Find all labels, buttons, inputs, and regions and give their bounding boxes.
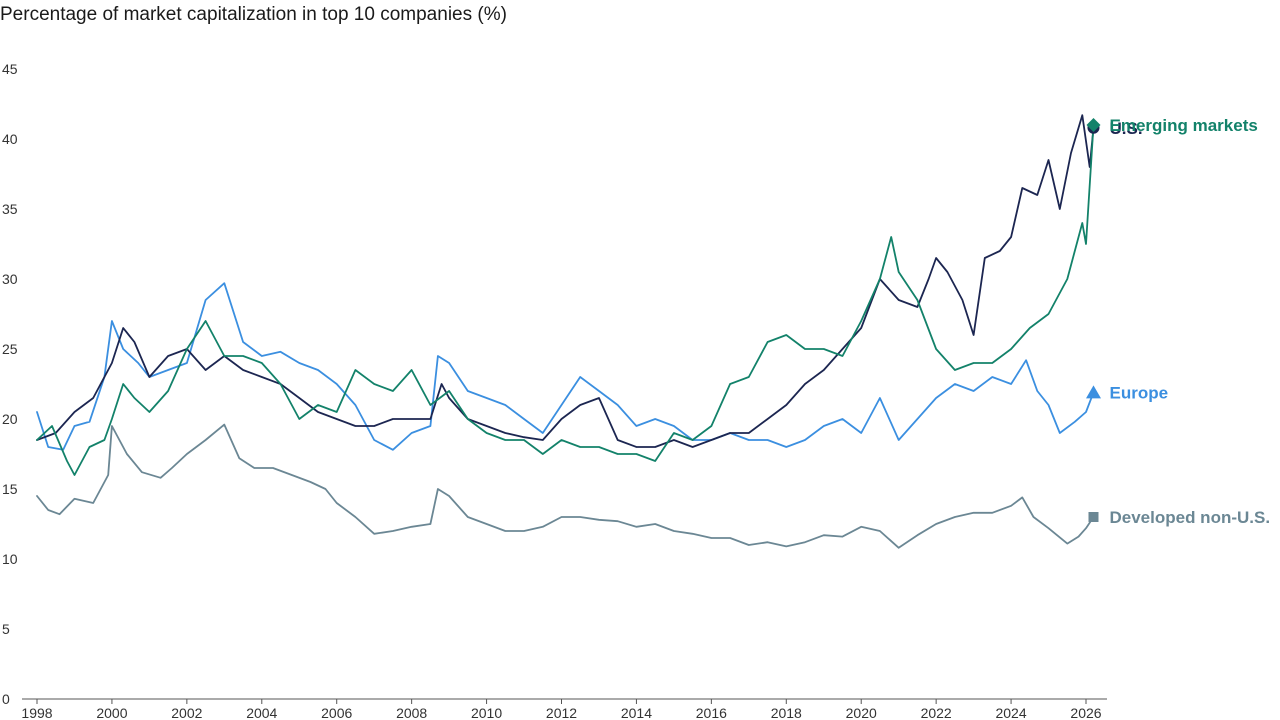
series-label-developed-non-u-s: Developed non-U.S. <box>1109 508 1270 527</box>
x-tick-label: 2008 <box>396 705 427 720</box>
x-tick-label: 2004 <box>246 705 277 720</box>
series-label-europe: Europe <box>1109 383 1168 402</box>
x-tick-label: 2010 <box>471 705 502 720</box>
series-marker-emerging-markets <box>1086 118 1101 132</box>
x-tick-label: 2016 <box>696 705 727 720</box>
x-tick-label: 2002 <box>171 705 202 720</box>
y-tick-label: 30 <box>2 271 18 287</box>
series-label-u-s: U.S. <box>1109 119 1142 138</box>
y-tick-label: 20 <box>2 411 18 427</box>
x-tick-label: 2026 <box>1070 705 1101 720</box>
y-tick-label: 15 <box>2 481 18 497</box>
x-tick-label: 2022 <box>921 705 952 720</box>
chart-title: Percentage of market capitalization in t… <box>0 4 507 25</box>
series-line-europe <box>36 282 1095 451</box>
x-tick-label: 2024 <box>995 705 1026 720</box>
y-tick-label: 35 <box>2 201 18 217</box>
series-markers <box>1085 118 1101 522</box>
y-tick-label: 25 <box>2 341 18 357</box>
series-label-emerging-markets: Emerging markets <box>1109 116 1257 135</box>
series-line-u-s <box>36 114 1095 448</box>
x-tick-label: 2006 <box>321 705 352 720</box>
series-line-emerging-markets <box>36 124 1095 476</box>
x-tick-label: 2000 <box>96 705 127 720</box>
x-tick-label: 1998 <box>21 705 52 720</box>
series-line-developed-non-u-s <box>36 423 1095 549</box>
series-marker-europe <box>1085 385 1101 399</box>
x-tick-label: 2018 <box>771 705 802 720</box>
x-tick-label: 2020 <box>846 705 877 720</box>
series-marker-developed-non-u-s <box>1088 512 1099 522</box>
y-tick-label: 40 <box>2 131 18 147</box>
y-tick-label: 45 <box>2 61 18 77</box>
y-axis-ticks: 0 5 10 15 20 25 30 35 40 45 <box>2 61 18 707</box>
series-lines <box>36 114 1095 549</box>
x-axis-ticks: 1998 2000 2002 2004 2006 2008 2010 2012 2014 2016… <box>21 699 1102 720</box>
series-labels: Developed non-U.S. Europe U.S.Emerging mar… <box>1109 116 1270 527</box>
y-tick-label: 0 <box>2 691 10 707</box>
y-tick-label: 5 <box>2 621 10 637</box>
x-tick-label: 2012 <box>546 705 577 720</box>
x-tick-label: 2014 <box>621 705 652 720</box>
y-tick-label: 10 <box>2 551 18 567</box>
